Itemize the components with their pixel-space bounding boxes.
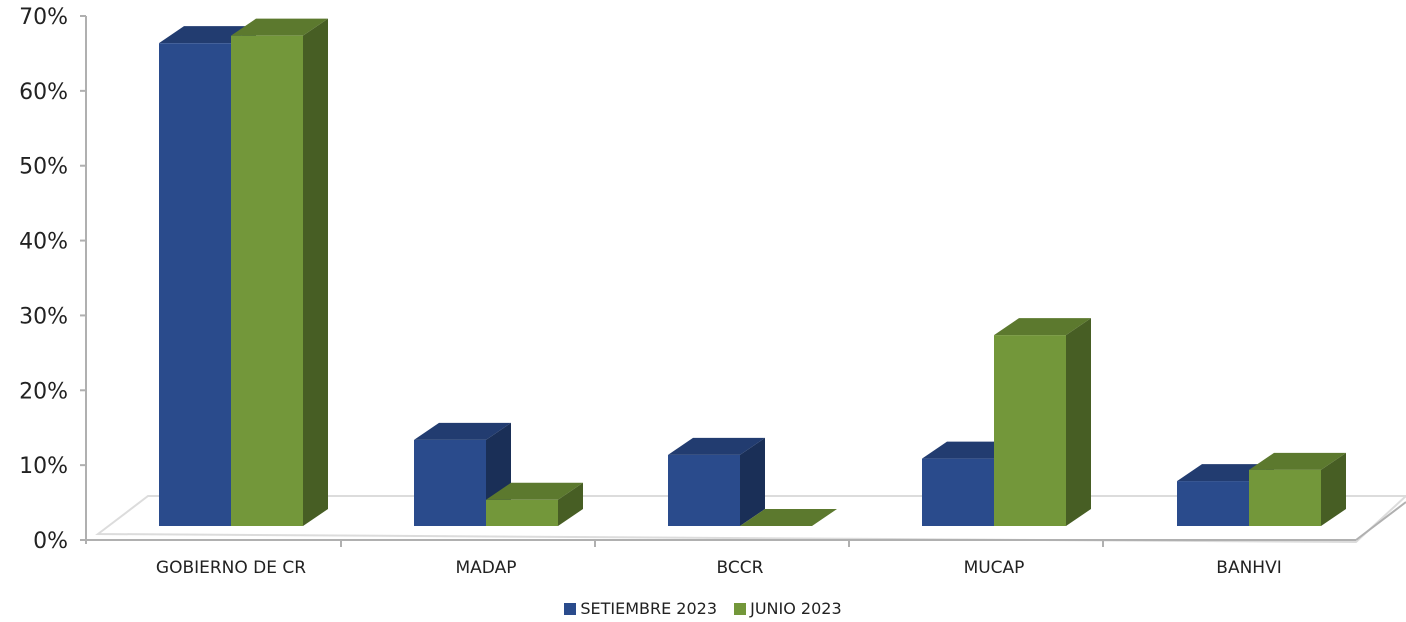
chart-axes	[80, 15, 1406, 547]
y-tick-label: 30%	[19, 304, 68, 329]
x-category-label: MADAP	[456, 558, 517, 578]
x-category-label: BANHVI	[1216, 558, 1281, 578]
bar-front	[1249, 469, 1321, 526]
y-tick-label: 50%	[19, 155, 68, 180]
bar-top	[740, 509, 837, 526]
chart-bars	[159, 18, 1346, 527]
bar	[231, 18, 328, 526]
x-category-label: MUCAP	[964, 558, 1025, 578]
bar-side	[740, 437, 765, 526]
legend-swatch-series-2	[734, 602, 747, 615]
y-tick-label: 70%	[19, 5, 68, 30]
bar-front	[414, 439, 486, 526]
chart-legend: SETIEMBRE 2023 JUNIO 2023	[0, 598, 1406, 618]
bar	[740, 509, 837, 526]
bar-top	[414, 422, 511, 440]
bar-front	[922, 458, 994, 526]
bar	[994, 318, 1091, 526]
floor-edge-line	[1355, 501, 1406, 541]
y-tick-label: 0%	[33, 529, 68, 554]
bar-top	[486, 482, 583, 500]
legend-label-series-2: JUNIO 2023	[750, 599, 842, 618]
bar-top	[231, 18, 328, 36]
y-tick-label: 10%	[19, 454, 68, 479]
bar-side	[1321, 452, 1346, 526]
bar-top	[668, 437, 765, 455]
bar-side	[1066, 318, 1091, 526]
bar	[668, 437, 765, 526]
bar-front	[994, 335, 1066, 526]
bar-front	[1177, 481, 1249, 526]
bar-top	[1249, 452, 1346, 470]
legend-label-series-1: SETIEMBRE 2023	[580, 599, 718, 618]
bar-side	[558, 482, 583, 526]
chart-labels: 0% 10% 20% 30% 40% 50% 60% 70% GOBIERNO DE CR MAD…	[19, 5, 1282, 578]
legend-item-series-1: SETIEMBRE 2023	[564, 598, 717, 618]
bar-side	[303, 18, 328, 526]
bar-front	[668, 454, 740, 526]
bar	[1249, 452, 1346, 526]
bar-top	[994, 318, 1091, 336]
bar	[486, 482, 583, 526]
x-category-label: GOBIERNO DE CR	[156, 558, 306, 578]
bar-front	[159, 43, 231, 527]
legend-item-series-2: JUNIO 2023	[734, 598, 842, 618]
bar-front	[486, 499, 558, 526]
legend-swatch-series-1	[564, 602, 577, 615]
y-tick-label: 20%	[19, 379, 68, 404]
y-tick-label: 40%	[19, 230, 68, 255]
bar-front	[231, 35, 303, 526]
y-tick-label: 60%	[19, 80, 68, 105]
x-category-label: BCCR	[717, 558, 764, 578]
